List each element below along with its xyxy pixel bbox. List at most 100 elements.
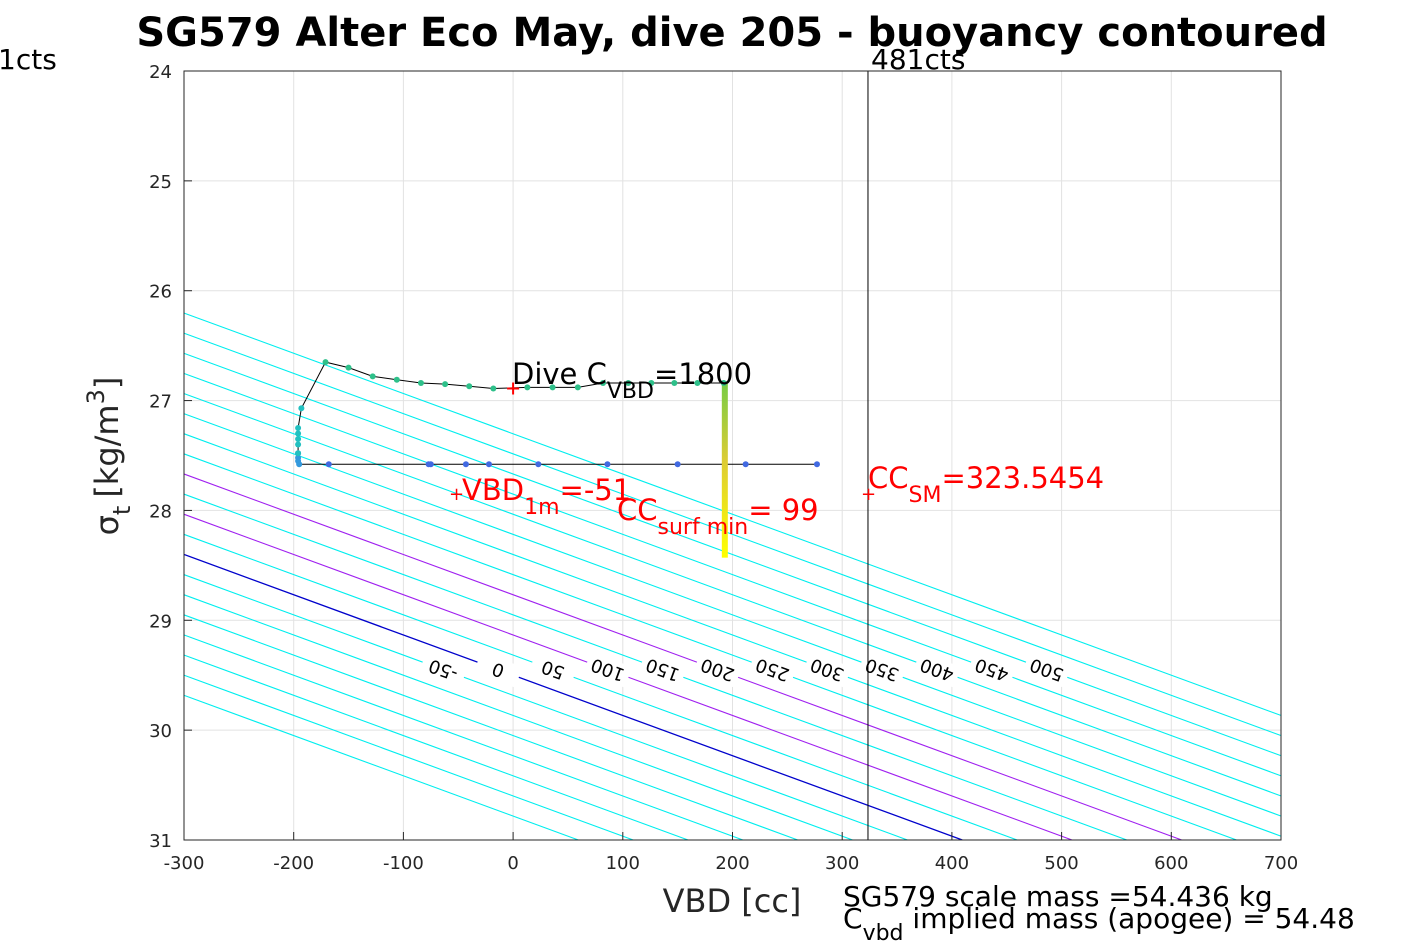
dive-cvbd-main: Dive C [512,357,607,391]
contour-label-bottom-bg-4 [638,651,688,688]
dive-cvbd-annotation: Dive CVBD=1800 [512,357,752,404]
ascent-point-2 [295,436,302,443]
contour-line-4 [184,614,798,840]
x-tick-label-2: -100 [383,853,424,874]
contour-line-18 [184,332,1281,737]
ascent-point-4 [295,425,302,432]
contour-label-bottom-bg-1 [473,651,523,688]
x-tick-label-10: 700 [1264,853,1298,874]
contour-label-bottom-bg-0 [418,651,468,688]
surface-min-bar [721,382,728,558]
ascent-point-1 [295,441,302,448]
descent-point-5 [485,461,492,468]
descent-point-2 [674,461,681,468]
contour-line-13 [184,433,1281,837]
contour-label-bottom-7: 300 [808,653,847,685]
ascent-point-14 [524,384,531,391]
ccsm-post: =323.5454 [941,461,1104,495]
ccsm-main: CC [868,461,909,495]
ccsurf-annotation: CCsurf min= 99 [617,493,819,540]
contour-line-12 [184,453,1237,840]
contour-line-10 [184,493,1128,840]
left-count-label: 1cts [0,43,57,76]
contour-label-bottom-bg-3 [583,651,633,688]
footer-implied-main: C [843,902,863,935]
descent-point-0 [813,461,820,468]
descent-path-line [297,453,817,465]
contour-label-bottom-5: 200 [698,653,737,685]
ascent-point-18 [625,379,632,386]
x-tick-label-3: 0 [507,853,518,874]
footer-implied-mass: Cvbd implied mass (apogee) = 54.48 [843,902,1355,945]
ascent-point-0 [295,450,302,457]
y-tick-label-0: 24 [149,62,172,83]
y-tick-label-6: 30 [149,721,172,742]
grid [183,70,1282,841]
ccsurf-sub: surf min [658,515,749,540]
ccsurf-post: = 99 [748,493,818,527]
footer-implied-post: implied mass (apogee) = 54.48 [904,902,1355,935]
ccsurf-main: CC [617,493,658,527]
contour-label-bottom-bg-2 [528,651,578,688]
x-tick-label-1: -200 [273,853,314,874]
contour-label-bottom-bg-8 [857,651,907,688]
contour-label-bottom-11: 500 [1027,653,1066,685]
y-tick-label-3: 27 [149,392,172,413]
ascent-point-19 [648,379,655,386]
vbd1m-post: =-51 [560,473,632,507]
x-tick-label-4: 100 [606,853,640,874]
contour-line-1 [184,674,634,840]
contour-label-bottom-9: 400 [917,653,956,685]
axis-ticks: -300 -200 -100 0 100 200 300 400 500 600 700 24 25 26… [149,62,1298,874]
ascent-point-22 [720,379,727,386]
vbd1m-sub: 1m [524,495,559,520]
y-axis-label-main: σ [88,515,126,535]
y-tick-label-4: 28 [149,501,172,522]
contour-label-bottom-bg-11 [1022,651,1072,688]
vbd1m-plus: + [449,484,464,505]
contour-line-17 [184,352,1281,757]
ascent-point-21 [694,379,701,386]
buoyancy-contours [184,312,1281,840]
ascent-point-8 [369,373,376,380]
footer-implied-sub: vbd [863,921,904,945]
ccsm-annotation: CCSM=323.5454 [868,461,1104,508]
contour-line-14 [184,413,1281,817]
contour-line-3 [184,634,744,840]
ascent-point-11 [442,381,449,388]
y-axis-label-sub: t [108,506,136,515]
contour-label-bottom-4: 150 [643,653,682,685]
ascent-point-5 [298,405,305,412]
contour-line-11 [184,473,1182,840]
ascent-point-7 [345,364,352,371]
contour-line-16 [184,372,1281,777]
contour-line-15 [184,392,1281,797]
contour-label-bottom-bg-10 [967,651,1017,688]
contour-line-7 [184,553,963,840]
contour-label-bottom-10: 450 [972,653,1011,685]
contour-line-19 [184,312,1281,717]
dive-cvbd-post: =1800 [654,357,752,391]
ascent-point-10 [417,379,424,386]
x-tick-label-6: 300 [825,853,859,874]
descent-point-8 [425,461,432,468]
y-axis-label-unit-post: ] [88,377,126,389]
dive-data [295,359,820,558]
contour-label-bottom-bg-7 [802,651,852,688]
ascent-point-13 [490,385,497,392]
chart-title: SG579 Alter Eco May, dive 205 - buoyancy… [136,10,1327,56]
y-tick-label-1: 25 [149,172,172,193]
y-tick-label-2: 26 [149,282,172,303]
contour-line-0 [184,694,579,840]
ascent-point-3 [295,430,302,437]
contour-line-6 [184,574,908,840]
ascent-point-20 [671,379,678,386]
ascent-point-9 [393,376,400,383]
right-count-label: 481cts [871,43,965,76]
ccsm-sub: SM [909,483,942,508]
ccsm-plus: + [861,484,876,505]
x-tick-label-0: -300 [164,853,205,874]
ascent-point-16 [574,384,581,391]
ascent-point-15 [549,384,556,391]
